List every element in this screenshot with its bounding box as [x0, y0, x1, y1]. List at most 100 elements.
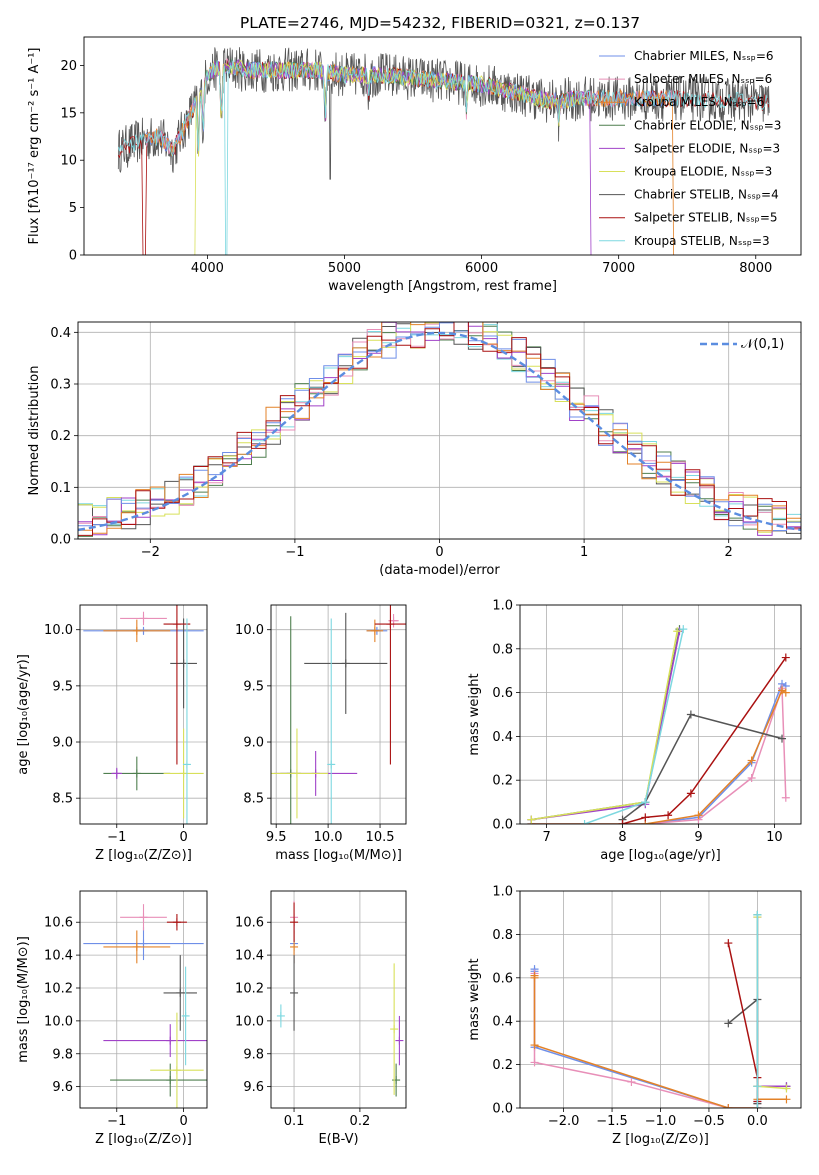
plot-area [271, 605, 406, 824]
legend-label: 𝒩(0,1) [741, 337, 784, 352]
point-marker [390, 1025, 399, 1034]
plot-area [527, 625, 790, 824]
y-axis-label: mass weight [467, 673, 482, 755]
y-tick-label: 9.0 [52, 736, 73, 751]
errorbar-point-8 [327, 618, 336, 824]
chart-weight-vs-Z: −2.0 −1.5 −1.0 −0.5 0.0 0.0 0.2 0.4 0.6 0.8 1.0 Z [… [467, 885, 802, 1147]
y-tick-label: 10.6 [235, 916, 264, 931]
weight-marker [679, 625, 688, 634]
point-marker [172, 620, 181, 629]
weight-line-4 [531, 631, 681, 821]
point-marker [395, 1036, 404, 1045]
y-tick-label: 0.0 [492, 818, 513, 833]
x-axis-label: age [log₁₀(age/yr)] [600, 848, 721, 863]
x-tick-label: −2 [141, 545, 160, 560]
x-tick-label: 8 [618, 830, 626, 845]
y-tick-label: 10.0 [44, 1014, 73, 1029]
chart-residuals: −2 −1 0 1 2 0.0 0.1 0.2 0.3 0.4 (data-model)/error… [27, 321, 802, 578]
weight-marker [747, 774, 756, 783]
weight-marker [530, 1041, 539, 1050]
x-tick-label: 7 [542, 830, 550, 845]
y-tick-label: 0.0 [492, 1102, 513, 1117]
errorbar-point-6 [170, 618, 197, 709]
point-marker [370, 626, 379, 635]
x-axis-label: Z [log₁₀(Z/Z⊙)] [612, 1132, 709, 1147]
x-tick-label: 0.1 [284, 1114, 305, 1129]
y-tick-label: 9.8 [52, 1047, 73, 1062]
y-tick-label: 1.0 [492, 885, 513, 900]
y-tick-label: 0.2 [492, 774, 513, 789]
weight-line-6 [622, 713, 783, 821]
errorbar-point-5 [150, 1012, 204, 1108]
y-tick-label: 0.2 [492, 1058, 513, 1073]
weight-marker [778, 734, 787, 743]
plot-area [276, 900, 404, 1097]
y-tick-label: 8.5 [52, 792, 73, 807]
x-tick-label: 0 [179, 830, 187, 845]
weight-marker [694, 811, 703, 820]
y-tick-label: 15 [60, 106, 77, 121]
x-tick-label: 6000 [465, 261, 498, 276]
point-marker [112, 769, 121, 778]
figure-title: PLATE=2746, MJD=54232, FIBERID=0321, z=0… [240, 14, 640, 32]
point-marker [392, 1076, 401, 1085]
weight-marker [724, 939, 733, 948]
x-tick-label: −1 [107, 830, 126, 845]
errorbar-point-5 [390, 963, 399, 1095]
axes-frame [83, 36, 802, 256]
errorbar-point-0 [83, 927, 204, 961]
x-tick-label: 8000 [739, 261, 772, 276]
point-marker [139, 614, 148, 623]
y-tick-label: 10.2 [235, 981, 264, 996]
point-marker [290, 942, 299, 951]
y-tick-label: 0.4 [492, 1015, 513, 1030]
errorbar-point-7 [290, 902, 299, 942]
chart-age-vs-Z: −1 0 8.5 9.0 9.5 10.0 Z [log₁₀(Z/Z⊙)] age [log₁… [16, 604, 208, 863]
chart-weight-vs-age: 7 8 9 10 0.0 0.2 0.4 0.6 0.8 1.0 age [log₁₀(age/yr… [467, 599, 802, 863]
weight-marker [747, 756, 756, 765]
point-marker [139, 939, 148, 948]
y-tick-label: 10.4 [44, 949, 73, 964]
axes-frame [519, 604, 802, 825]
y-tick-label: 10.4 [235, 949, 264, 964]
errorbar-point-8 [181, 966, 190, 1066]
point-marker [182, 760, 191, 769]
point-marker [132, 769, 141, 778]
errorbar-point-7 [166, 914, 187, 931]
point-marker [172, 918, 181, 927]
y-axis-label: age [log₁₀(age/yr)] [16, 654, 31, 775]
spectrum-line-6 [117, 47, 770, 180]
y-tick-label: 8.5 [243, 792, 264, 807]
x-tick-label: −2.0 [548, 1114, 580, 1129]
y-tick-label: 10.0 [235, 1014, 264, 1029]
point-marker [132, 942, 141, 951]
x-axis-label: mass [log₁₀(M/M⊙)] [275, 848, 402, 863]
x-tick-label: 0 [435, 545, 443, 560]
chart-age-vs-mass: 9.5 10.0 10.5 8.5 9.0 9.5 10.0 mass [log₁₀(M/M⊙… [235, 604, 407, 863]
y-tick-label: 10 [60, 154, 77, 169]
errorbar-point-2 [103, 930, 171, 964]
x-axis-label: wavelength [Angstrom, rest frame] [328, 279, 557, 294]
weight-marker [641, 813, 650, 822]
weight-line-1 [531, 687, 787, 824]
point-marker [166, 1036, 175, 1045]
errorbar-point-2 [366, 619, 384, 643]
x-tick-label: 10.0 [314, 830, 343, 845]
weight-marker [530, 1058, 539, 1067]
weight-line-3 [531, 628, 681, 821]
y-tick-label: 9.8 [243, 1047, 264, 1062]
y-axis-label: Normed distribution [27, 366, 42, 496]
weight-marker [782, 1084, 791, 1093]
legend-label: Salpeter MILES, Nₛₛₚ=6 [634, 72, 772, 86]
y-tick-label: 10.0 [235, 623, 264, 638]
x-axis-label: Z [log₁₀(Z/Z⊙)] [95, 1132, 192, 1147]
weight-line-1 [533, 973, 759, 1108]
weight-line-7 [727, 942, 759, 1102]
y-tick-label: 0.0 [50, 533, 71, 548]
x-tick-label: −0.5 [693, 1114, 725, 1129]
y-tick-label: 9.5 [243, 679, 264, 694]
legend-label: Salpeter STELIB, Nₛₛₚ=5 [634, 211, 778, 225]
errorbar-point-7 [374, 605, 406, 765]
y-tick-label: 0 [69, 249, 77, 264]
point-marker [386, 620, 395, 629]
